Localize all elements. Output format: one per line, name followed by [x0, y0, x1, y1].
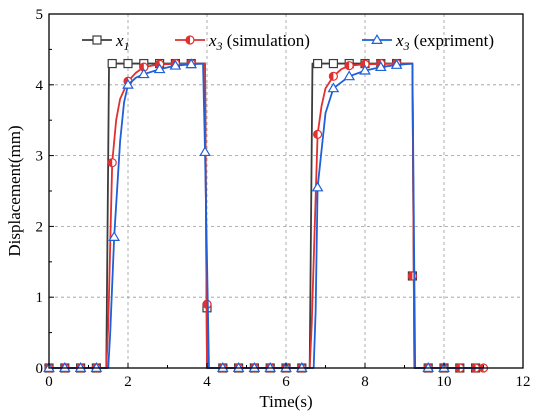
legend-label-subscript: 1: [124, 39, 130, 53]
data-point: [313, 129, 323, 139]
data-point: [107, 158, 117, 168]
data-point: [199, 146, 211, 157]
y-tick-label: 1: [36, 290, 44, 306]
data-point: [169, 59, 182, 70]
x-axis-label: Time(s): [259, 392, 312, 411]
data-point: [107, 58, 117, 69]
legend-entry-1: x1: [82, 31, 130, 53]
legend-marker: [92, 35, 102, 45]
data-point: [122, 78, 134, 89]
data-point: [343, 70, 356, 81]
data-point-fill: [408, 271, 413, 280]
legend: x1 x3 (simulation) x3 (expriment): [82, 31, 494, 53]
legend-label-subscript: 3: [403, 39, 410, 53]
legend-marker: [185, 35, 195, 45]
legend-marker: [371, 34, 383, 44]
x-tick-label: 12: [516, 374, 531, 390]
series-line: [49, 62, 484, 369]
data-point-fill: [313, 130, 318, 139]
data-point: [390, 58, 403, 69]
data-point: [232, 362, 245, 372]
legend-label-main: x: [115, 31, 124, 50]
legend-label: x3 (expriment): [395, 31, 494, 53]
data-point: [58, 362, 71, 372]
data-point: [359, 64, 371, 75]
data-point: [139, 62, 149, 72]
y-tick-label: 5: [36, 7, 44, 23]
data-point: [248, 362, 261, 372]
legend-marker-fill: [186, 36, 190, 44]
data-point: [123, 58, 133, 69]
y-axis-label: Displacement(mm): [5, 125, 24, 256]
data-point: [360, 59, 370, 69]
y-tick-label: 0: [36, 361, 44, 377]
legend-label-main: x: [208, 31, 217, 50]
data-point: [422, 362, 435, 372]
data-point: [153, 63, 166, 74]
y-tick-label: 4: [36, 78, 44, 94]
data-point: [137, 68, 150, 79]
data-point-fill: [329, 72, 334, 81]
data-point-fill: [108, 158, 113, 167]
legend-label-subscript: 3: [216, 39, 223, 53]
y-tick-label: 3: [36, 149, 44, 165]
x-tick-label: 8: [361, 374, 369, 390]
legend-label-rest: (expriment): [410, 31, 495, 50]
data-point: [295, 362, 308, 372]
y-tick-label: 2: [36, 219, 44, 235]
x-tick-label: 2: [124, 374, 132, 390]
series-layer: [43, 58, 489, 373]
data-point: [108, 231, 121, 241]
legend-label: x1: [115, 31, 130, 53]
data-point: [328, 71, 338, 81]
data-point: [216, 362, 229, 372]
data-point: [264, 362, 277, 372]
grid: [49, 14, 523, 368]
series-3: [43, 58, 484, 372]
data-point: [185, 58, 198, 69]
data-point: [374, 61, 387, 72]
x-tick-label: 0: [45, 374, 53, 390]
data-point-fill: [139, 63, 144, 72]
data-point: [313, 58, 323, 69]
data-point: [311, 181, 324, 192]
legend-label-rest: (simulation): [223, 31, 310, 50]
data-point-fill: [203, 300, 207, 309]
data-point: [328, 58, 338, 69]
legend-entry-2: x3 (simulation): [175, 31, 310, 53]
legend-label: x3 (simulation): [208, 31, 310, 53]
legend-entry-3: x3 (expriment): [362, 31, 494, 53]
data-point-fill: [345, 61, 350, 70]
data-point-fill: [361, 60, 365, 69]
x-tick-label: 10: [437, 374, 452, 390]
data-point: [344, 61, 354, 71]
x-tick-label: 4: [203, 374, 211, 390]
series-line: [49, 62, 484, 369]
data-point: [327, 82, 340, 93]
data-point: [74, 362, 87, 372]
x-tick-label: 6: [282, 374, 290, 390]
legend-label-main: x: [395, 31, 404, 50]
data-point: [90, 362, 103, 372]
